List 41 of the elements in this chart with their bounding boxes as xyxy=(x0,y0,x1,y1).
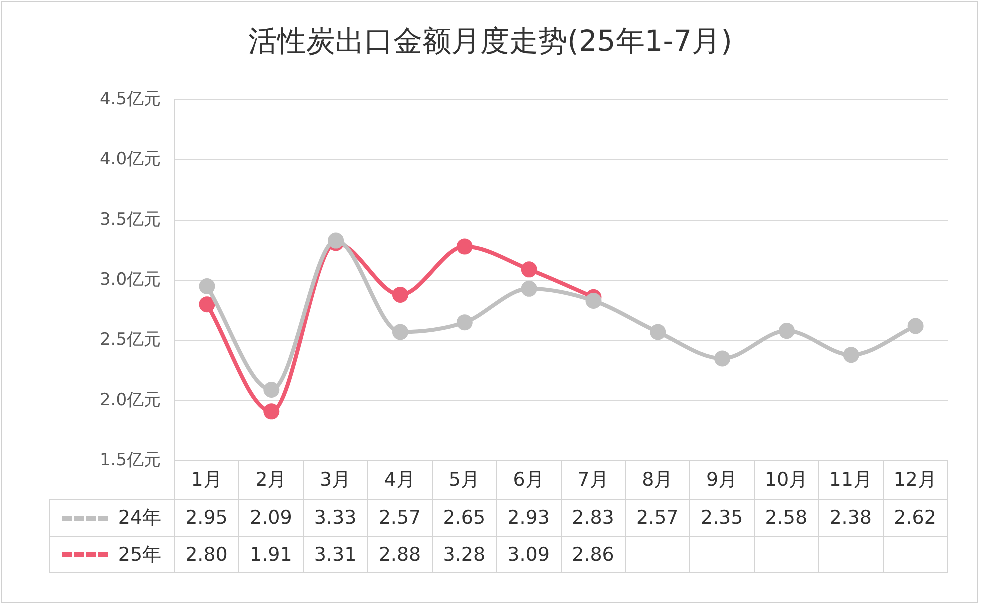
data-label: 2.38 xyxy=(818,499,884,537)
data-label: 2.58 xyxy=(754,499,820,537)
x-tick-label: 6月 xyxy=(496,460,562,500)
x-tick-label: 3月 xyxy=(302,460,368,500)
data-label: 2.57 xyxy=(367,499,433,537)
x-tick-label: 8月 xyxy=(624,460,690,500)
data-label: 2.35 xyxy=(689,499,755,537)
data-label: 2.09 xyxy=(238,499,304,537)
x-tick-label: 7月 xyxy=(560,460,626,500)
y-tick-label: 2.5亿元 xyxy=(100,330,162,350)
data-label: 2.88 xyxy=(367,536,433,573)
x-tick-label: 5月 xyxy=(432,460,498,500)
y-tick-label: 4.5亿元 xyxy=(100,89,162,110)
data-label: 3.33 xyxy=(302,499,368,537)
chart-title: 活性炭出口金额月度走势(25年1-7月) xyxy=(248,23,734,60)
y-tick-label: 3.0亿元 xyxy=(100,270,162,290)
legend-label: 25年 xyxy=(118,542,162,568)
x-tick-label: 10月 xyxy=(754,460,820,500)
x-tick-label: 2月 xyxy=(238,460,304,500)
x-tick-label: 1月 xyxy=(174,460,240,500)
y-tick-label: 3.5亿元 xyxy=(100,210,162,230)
data-label: 2.80 xyxy=(174,536,240,573)
data-label: 2.65 xyxy=(432,499,498,537)
data-label: 2.62 xyxy=(882,499,948,537)
x-tick-label: 4月 xyxy=(367,460,433,500)
y-tick-label: 2.0亿元 xyxy=(100,390,162,410)
data-label: 2.86 xyxy=(560,536,626,573)
data-label: 1.91 xyxy=(238,536,304,573)
data-label: 3.31 xyxy=(302,536,368,573)
x-tick-label: 11月 xyxy=(818,460,884,500)
x-tick-label: 9月 xyxy=(689,460,755,500)
data-label: 3.28 xyxy=(432,536,498,573)
x-tick-label: 12月 xyxy=(882,460,948,500)
data-label: 2.83 xyxy=(560,499,626,537)
data-label: 3.09 xyxy=(496,536,562,573)
data-label: 2.93 xyxy=(496,499,562,537)
y-tick-label: 1.5亿元 xyxy=(100,450,162,470)
data-label: 2.95 xyxy=(174,499,240,537)
legend-label: 24年 xyxy=(118,506,162,531)
y-tick-label: 4.0亿元 xyxy=(100,150,162,170)
data-label: 2.57 xyxy=(624,499,690,537)
